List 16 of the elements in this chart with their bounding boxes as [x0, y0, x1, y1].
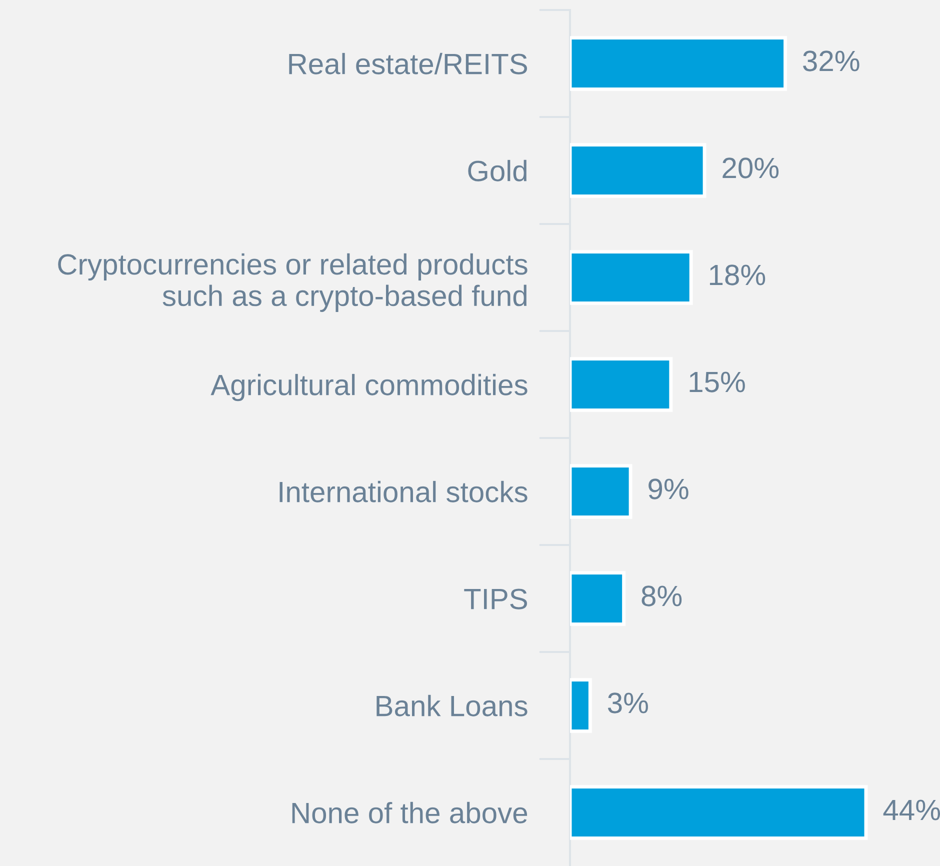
data-label: 20% [722, 158, 779, 178]
y-tick-label: Real estate/REITS [289, 52, 528, 74]
y-tick-label: Agricultural commodities [210, 374, 528, 402]
data-label: 18% [710, 264, 766, 286]
y-tick-label: Cryptocurrencies or related products such as a crypto-based fund [58, 253, 528, 312]
data-label: 3% [608, 692, 648, 714]
y-tick-label: International stocks [280, 480, 528, 502]
y-tick-label: Bank Loans [376, 694, 528, 716]
data-label: 32% [803, 50, 860, 72]
y-tick-label: Gold [468, 160, 526, 182]
data-label: 8% [642, 586, 682, 606]
y-tick-label: TIPS [464, 588, 527, 610]
data-label: 44% [883, 800, 940, 820]
data-label: 9% [648, 478, 688, 500]
y-tick-label: None of the above [292, 802, 528, 824]
data-label: 15% [690, 372, 745, 392]
